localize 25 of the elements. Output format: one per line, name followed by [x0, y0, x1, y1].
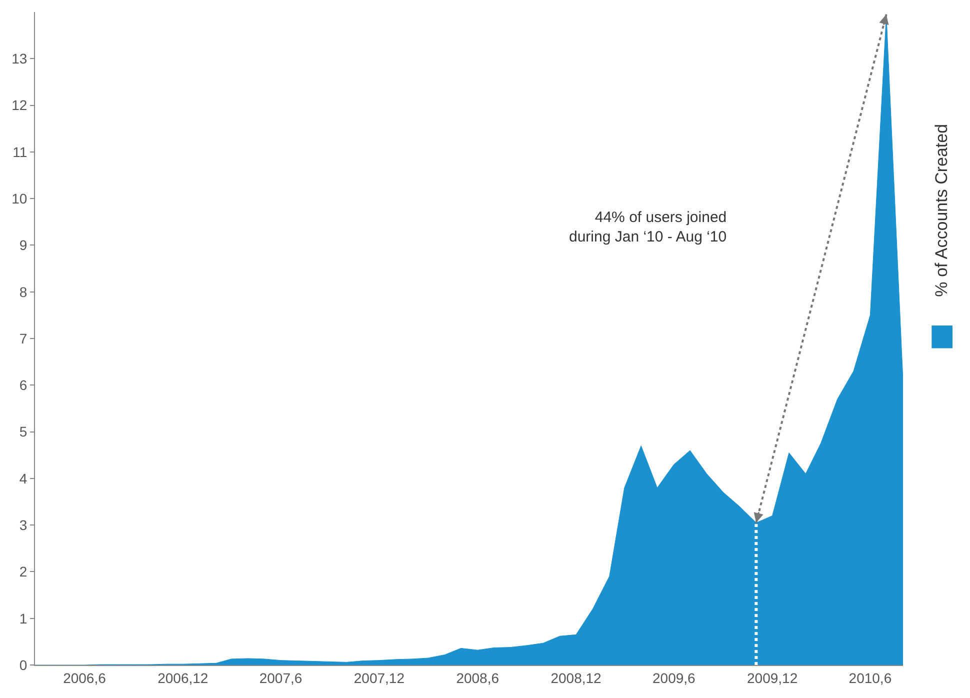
y-tick-label: 8 [19, 284, 28, 300]
y-tick-label: 9 [19, 237, 28, 254]
y-tick-label: 10 [12, 190, 28, 206]
y-tick-label: 11 [12, 144, 28, 160]
x-tick-label: 2009,12 [747, 670, 798, 686]
y-tick-label: 7 [19, 330, 28, 346]
x-tick-label: 2007,12 [354, 670, 405, 686]
x-tick-label: 2006,6 [63, 670, 106, 686]
x-tick-label: 2009,6 [652, 670, 696, 686]
y-tick-label: 2 [19, 564, 28, 580]
y-tick-label: 6 [19, 377, 28, 394]
y-tick-label: 13 [12, 50, 28, 67]
y-tick-label: 4 [19, 470, 28, 486]
y-tick-label: 5 [19, 424, 28, 440]
x-tick-label: 2010,6 [848, 670, 892, 686]
x-tick-label: 2006,12 [158, 670, 208, 686]
x-tick-label: 2007,6 [259, 670, 302, 686]
y-tick-label: 1 [19, 610, 28, 626]
text: % of Accounts Created [932, 124, 952, 297]
y-tick-label: 3 [19, 516, 28, 533]
annotation: 44% of users joined during Jan ‘10 - Aug ‘10 [569, 209, 727, 246]
y-tick-label: 12 [12, 97, 28, 114]
x-tick-label: 2008,12 [550, 670, 602, 686]
x-tick-label: 2008,6 [456, 670, 500, 686]
y-tick-label: 0 [19, 656, 28, 673]
